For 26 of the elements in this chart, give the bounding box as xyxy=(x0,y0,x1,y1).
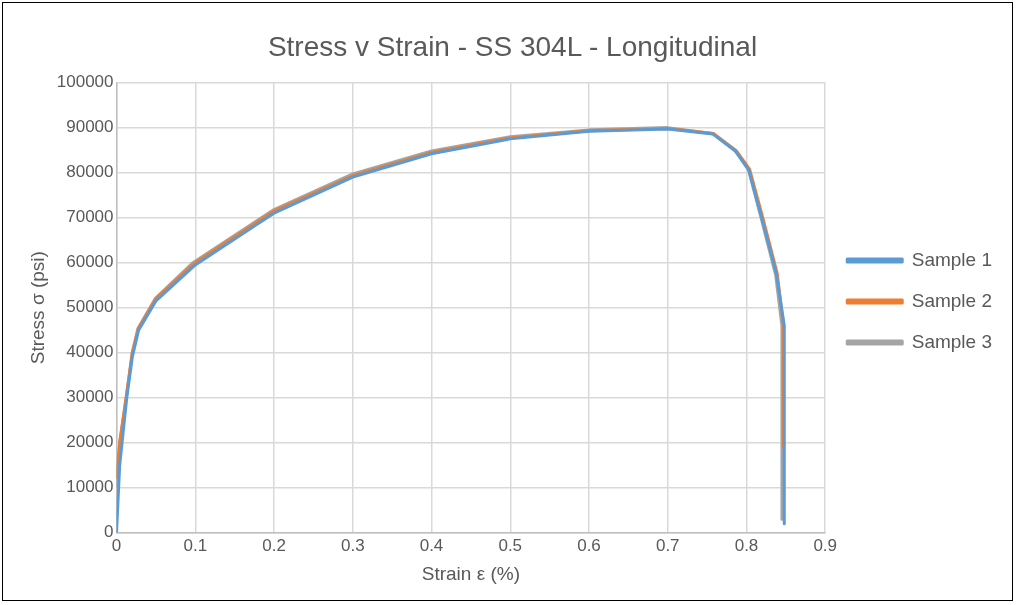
x-tick-label: 0.5 xyxy=(498,535,523,555)
x-tick-label: 0.4 xyxy=(419,535,444,555)
x-tick-label: 0.1 xyxy=(183,535,208,555)
y-tick-label: 70000 xyxy=(66,207,114,227)
y-tick-label: 90000 xyxy=(66,117,114,137)
y-tick-label: 40000 xyxy=(66,342,114,362)
y-tick-label: 0 xyxy=(104,522,114,542)
x-tick-label: 0.3 xyxy=(340,535,365,555)
x-tick-label: 0.8 xyxy=(734,535,759,555)
y-tick-label: 50000 xyxy=(66,297,114,317)
x-tick-label: 0.2 xyxy=(262,535,286,555)
legend-label: Sample 3 xyxy=(911,330,993,352)
y-tick-label: 10000 xyxy=(66,477,114,497)
chart-title: Stress v Strain - SS 304L - Longitudinal xyxy=(267,30,758,62)
y-tick-label: 100000 xyxy=(56,72,114,92)
legend-label: Sample 2 xyxy=(911,289,993,311)
y-tick-label: 60000 xyxy=(66,252,114,272)
x-tick-label: 0.9 xyxy=(813,535,838,555)
y-axis-title: Stress σ (psi) xyxy=(26,251,48,365)
x-tick-label: 0.6 xyxy=(577,535,601,555)
y-tick-label: 30000 xyxy=(66,387,114,407)
legend-label: Sample 1 xyxy=(911,248,993,270)
x-tick-label: 0.7 xyxy=(655,535,680,555)
y-tick-label: 80000 xyxy=(66,162,114,182)
x-axis-title: Strain ε (%) xyxy=(421,562,520,584)
y-tick-label: 20000 xyxy=(66,432,114,452)
